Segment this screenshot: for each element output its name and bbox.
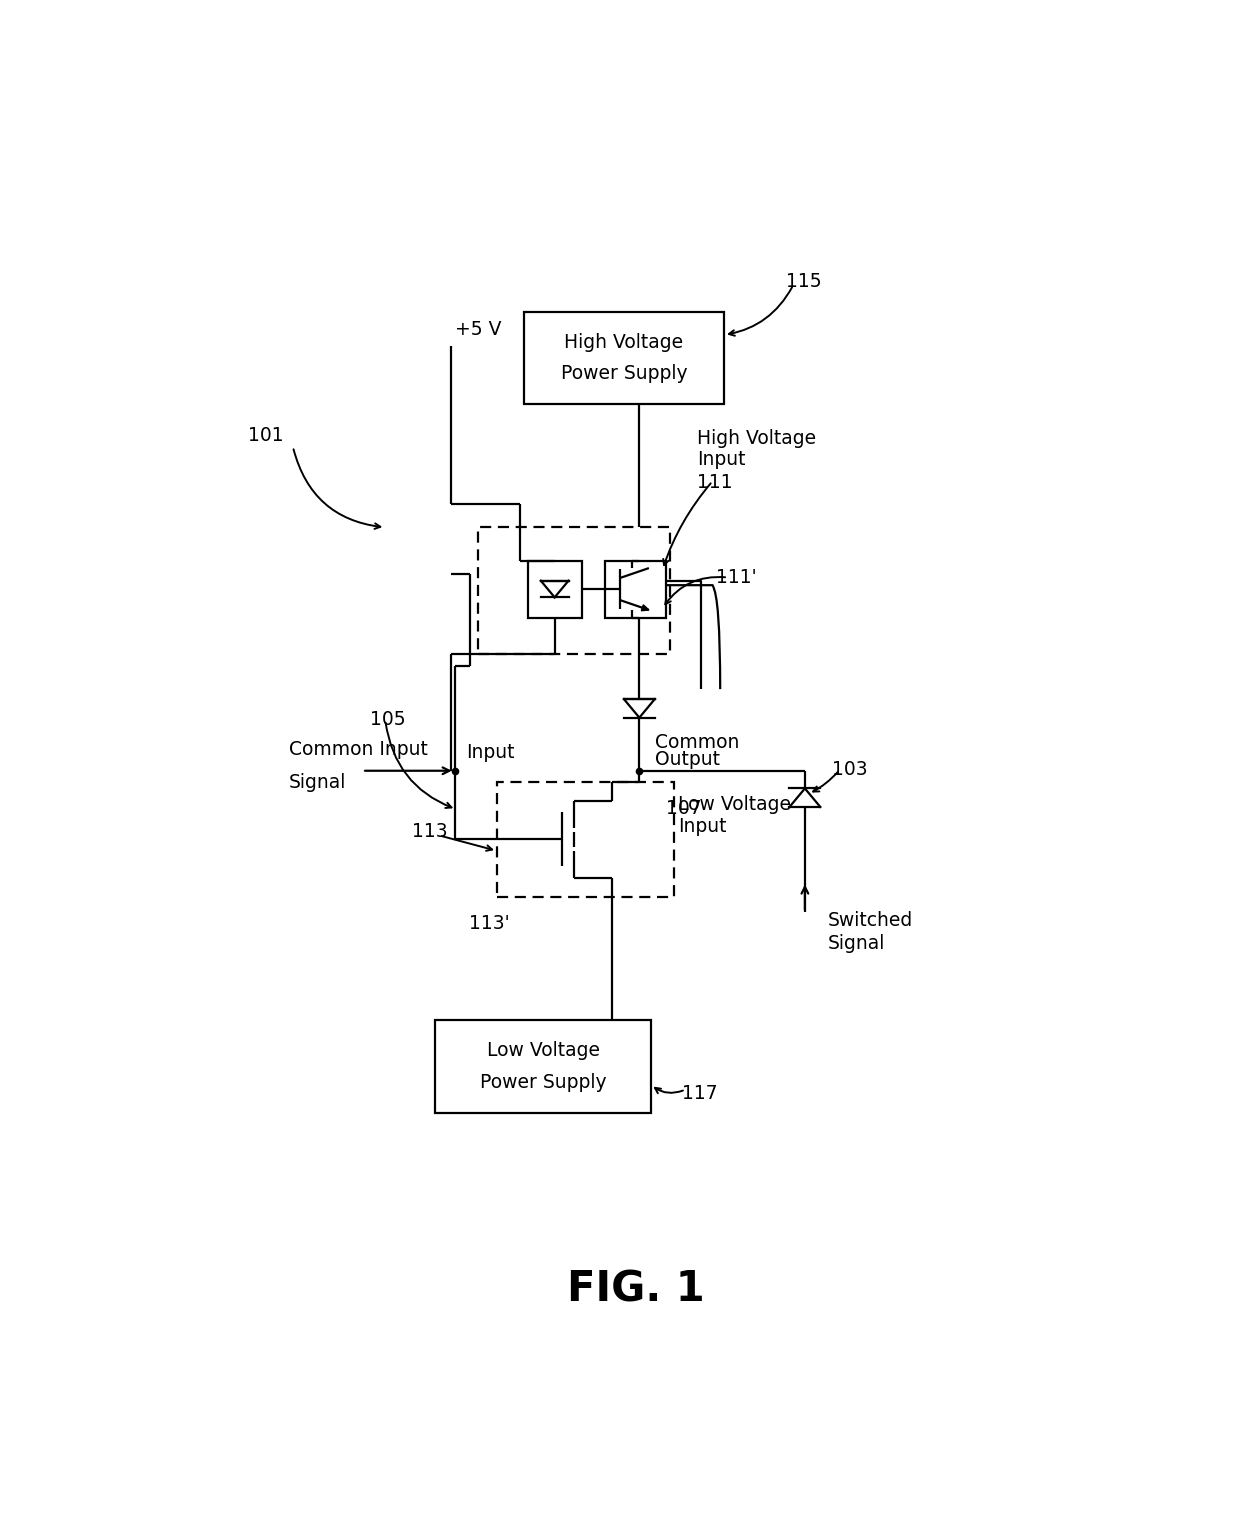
Bar — [528, 560, 582, 618]
Bar — [477, 527, 670, 655]
Bar — [497, 782, 675, 896]
Text: Output: Output — [655, 750, 719, 770]
Text: 111: 111 — [697, 473, 733, 492]
Polygon shape — [641, 605, 649, 611]
Text: Input: Input — [678, 817, 727, 835]
Text: Common: Common — [655, 733, 739, 751]
Text: Input: Input — [466, 742, 515, 762]
Text: High Voltage: High Voltage — [697, 429, 816, 449]
Text: FIG. 1: FIG. 1 — [567, 1269, 704, 1310]
Text: 115: 115 — [786, 272, 821, 290]
Text: 117: 117 — [682, 1084, 717, 1102]
Text: Low Voltage: Low Voltage — [486, 1041, 600, 1060]
Text: Low Voltage: Low Voltage — [678, 796, 791, 814]
Text: 107: 107 — [666, 799, 702, 818]
Text: Signal: Signal — [828, 933, 885, 953]
Text: 105: 105 — [370, 710, 405, 730]
Text: Power Supply: Power Supply — [560, 365, 687, 383]
Text: 113: 113 — [412, 822, 448, 841]
Text: +5 V: +5 V — [455, 319, 501, 339]
Text: 103: 103 — [832, 760, 868, 779]
Text: Power Supply: Power Supply — [480, 1072, 606, 1092]
Text: Signal: Signal — [289, 773, 346, 793]
Bar — [605, 560, 666, 617]
Text: Switched: Switched — [828, 910, 913, 930]
Text: High Voltage: High Voltage — [564, 333, 683, 351]
Text: Input: Input — [697, 450, 745, 469]
Text: 101: 101 — [248, 426, 284, 444]
Text: Common Input: Common Input — [289, 741, 428, 759]
Text: 111': 111' — [717, 568, 756, 586]
Text: 113': 113' — [469, 915, 510, 933]
Bar — [435, 1020, 651, 1113]
Bar — [523, 312, 724, 405]
